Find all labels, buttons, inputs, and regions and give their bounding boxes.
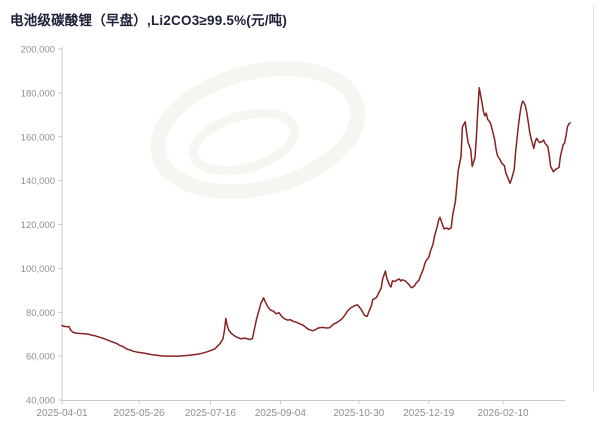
y-axis-label: 120,000 (21, 220, 55, 231)
watermark-icon (189, 108, 299, 176)
x-axis-label: 2025-09-04 (255, 408, 307, 419)
x-axis-label: 2025-12-19 (403, 408, 455, 419)
x-axis-label: 2026-02-10 (477, 408, 529, 419)
y-axis-label: 200,000 (21, 45, 55, 56)
y-axis-label: 140,000 (21, 176, 55, 187)
y-axis-label: 160,000 (21, 132, 55, 143)
y-axis-label: 100,000 (21, 264, 55, 275)
x-axis-label: 2025-05-26 (113, 408, 165, 419)
y-axis-label: 80,000 (26, 308, 55, 319)
y-axis-label: 60,000 (26, 352, 55, 363)
y-axis-label: 40,000 (26, 396, 55, 407)
watermark-icon (150, 61, 366, 199)
x-axis-label: 2025-04-01 (36, 408, 88, 419)
y-axis-label: 180,000 (21, 88, 55, 99)
chart-title: 电池级碳酸锂（早盘）,Li2CO3≥99.5%(元/吨) (10, 13, 288, 28)
price-line (61, 87, 571, 357)
x-axis-label: 2025-07-16 (185, 408, 237, 419)
x-axis-label: 2025-10-30 (333, 408, 385, 419)
